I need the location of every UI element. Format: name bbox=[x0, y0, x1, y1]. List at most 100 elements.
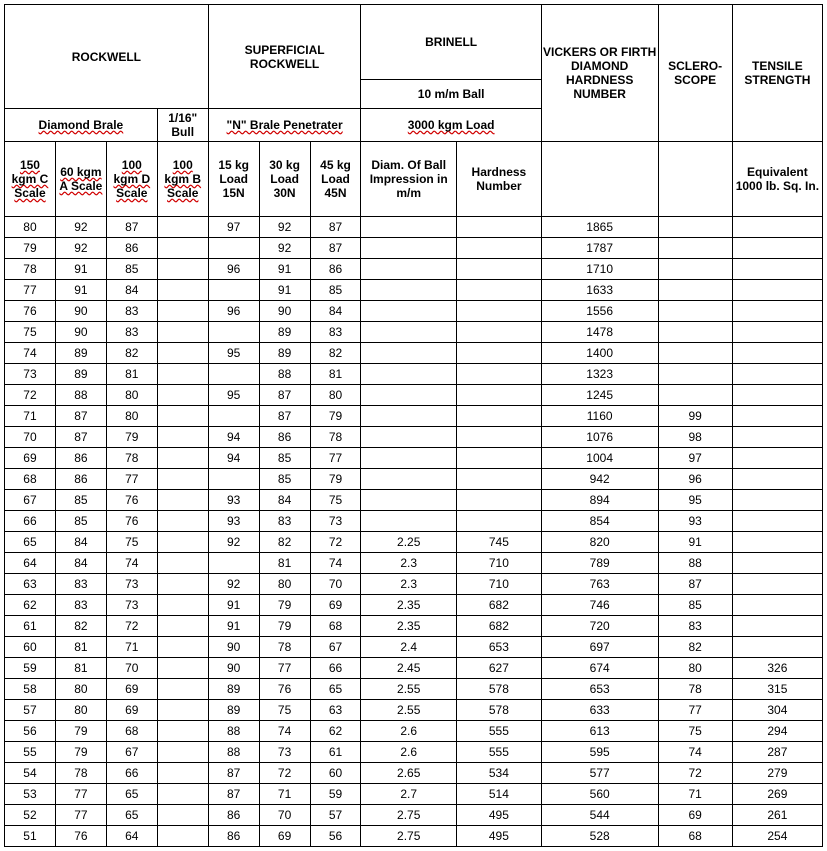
cell bbox=[157, 448, 208, 469]
cell: 85 bbox=[55, 490, 106, 511]
cell: 534 bbox=[456, 763, 541, 784]
cell: 60 bbox=[5, 637, 56, 658]
cell: 51 bbox=[5, 826, 56, 847]
cell: 86 bbox=[106, 238, 157, 259]
cell: 69 bbox=[106, 700, 157, 721]
cell: 1004 bbox=[541, 448, 658, 469]
cell bbox=[157, 763, 208, 784]
cell: 78 bbox=[106, 448, 157, 469]
cell: 91 bbox=[259, 259, 310, 280]
cell: 93 bbox=[208, 511, 259, 532]
table-row: 5880698976652.5557865378315 bbox=[5, 679, 823, 700]
cell: 83 bbox=[55, 574, 106, 595]
cell bbox=[157, 700, 208, 721]
cell: 79 bbox=[310, 406, 361, 427]
cell: 80 bbox=[259, 574, 310, 595]
cell: 72 bbox=[5, 385, 56, 406]
cell bbox=[732, 238, 822, 259]
cell: 96 bbox=[208, 259, 259, 280]
cell: 65 bbox=[310, 679, 361, 700]
cell: 90 bbox=[55, 322, 106, 343]
cell: 254 bbox=[732, 826, 822, 847]
hdr-brinell-load: 3000 kgm Load bbox=[361, 109, 541, 142]
cell bbox=[732, 322, 822, 343]
cell: 745 bbox=[456, 532, 541, 553]
cell: 82 bbox=[106, 343, 157, 364]
cell: 76 bbox=[106, 511, 157, 532]
cell bbox=[157, 490, 208, 511]
cell: 80 bbox=[310, 385, 361, 406]
cell: 81 bbox=[55, 637, 106, 658]
cell bbox=[361, 469, 456, 490]
table-row: 5981709077662.4562767480326 bbox=[5, 658, 823, 679]
cell: 1556 bbox=[541, 301, 658, 322]
cell bbox=[732, 343, 822, 364]
cell: 75 bbox=[259, 700, 310, 721]
cell: 76 bbox=[5, 301, 56, 322]
cell: 1787 bbox=[541, 238, 658, 259]
col-a-scale: 60 kgm A Scale bbox=[55, 142, 106, 217]
cell bbox=[732, 406, 822, 427]
cell: 86 bbox=[310, 259, 361, 280]
cell: 89 bbox=[208, 679, 259, 700]
col-equiv: Equivalent 1000 lb. Sq. In. bbox=[732, 142, 822, 217]
cell bbox=[361, 448, 456, 469]
cell: 80 bbox=[106, 406, 157, 427]
cell: 627 bbox=[456, 658, 541, 679]
cell: 55 bbox=[5, 742, 56, 763]
cell: 2.35 bbox=[361, 595, 456, 616]
table-row: 73898188811323 bbox=[5, 364, 823, 385]
cell bbox=[157, 280, 208, 301]
cell bbox=[732, 595, 822, 616]
cell: 64 bbox=[5, 553, 56, 574]
cell: 1710 bbox=[541, 259, 658, 280]
table-row: 5377658771592.751456071269 bbox=[5, 784, 823, 805]
cell: 89 bbox=[55, 364, 106, 385]
cell bbox=[456, 385, 541, 406]
cell: 80 bbox=[658, 658, 732, 679]
cell: 52 bbox=[5, 805, 56, 826]
col-15n: 15 kg Load 15N bbox=[208, 142, 259, 217]
cell: 595 bbox=[541, 742, 658, 763]
cell: 84 bbox=[259, 490, 310, 511]
cell: 1323 bbox=[541, 364, 658, 385]
cell: 85 bbox=[658, 595, 732, 616]
cell bbox=[456, 322, 541, 343]
cell: 85 bbox=[259, 448, 310, 469]
cell: 93 bbox=[208, 490, 259, 511]
table-row: 6182729179682.3568272083 bbox=[5, 616, 823, 637]
col-diam: Diam. Of Ball Impression in m/m bbox=[361, 142, 456, 217]
cell: 85 bbox=[55, 511, 106, 532]
cell: 91 bbox=[208, 595, 259, 616]
cell: 78 bbox=[310, 427, 361, 448]
cell: 59 bbox=[5, 658, 56, 679]
table-row: 75908389831478 bbox=[5, 322, 823, 343]
table-row: 688677857994296 bbox=[5, 469, 823, 490]
cell: 75 bbox=[106, 532, 157, 553]
cell: 1160 bbox=[541, 406, 658, 427]
cell bbox=[732, 448, 822, 469]
cell: 84 bbox=[106, 280, 157, 301]
cell: 69 bbox=[106, 679, 157, 700]
cell: 56 bbox=[5, 721, 56, 742]
cell: 72 bbox=[310, 532, 361, 553]
cell: 83 bbox=[106, 322, 157, 343]
cell: 577 bbox=[541, 763, 658, 784]
cell: 67 bbox=[310, 637, 361, 658]
cell: 80 bbox=[55, 679, 106, 700]
table-row: 67857693847589495 bbox=[5, 490, 823, 511]
cell: 60 bbox=[310, 763, 361, 784]
cell: 74 bbox=[310, 553, 361, 574]
cell: 555 bbox=[456, 742, 541, 763]
cell bbox=[361, 259, 456, 280]
cell bbox=[658, 322, 732, 343]
cell bbox=[658, 343, 732, 364]
cell: 495 bbox=[456, 805, 541, 826]
cell: 90 bbox=[55, 301, 106, 322]
cell: 70 bbox=[106, 658, 157, 679]
table-header: ROCKWELL SUPERFICIAL ROCKWELL BRINELL VI… bbox=[5, 5, 823, 217]
cell bbox=[732, 511, 822, 532]
cell bbox=[361, 322, 456, 343]
cell bbox=[456, 301, 541, 322]
cell: 789 bbox=[541, 553, 658, 574]
